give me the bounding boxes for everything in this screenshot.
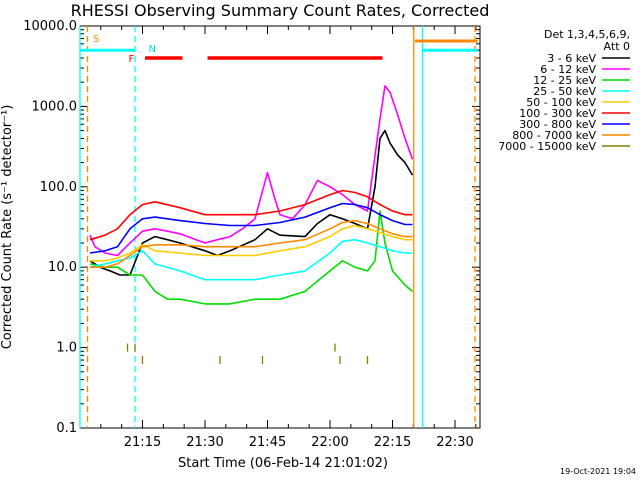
- y-tick-label: 1.0: [56, 341, 77, 356]
- legend-label: 12 - 25 keV: [533, 74, 596, 87]
- legend-label: 50 - 100 keV: [526, 96, 596, 109]
- series-line-7: [90, 219, 413, 268]
- x-tick-label: 22:15: [374, 435, 411, 450]
- annotation-n: N: [149, 44, 156, 55]
- legend-label: 25 - 50 keV: [533, 85, 596, 98]
- annotation-f: F: [129, 54, 135, 65]
- y-tick-label: 10.0: [48, 260, 77, 275]
- annotation-s: S: [93, 34, 99, 45]
- y-tick-label: 0.1: [56, 421, 77, 436]
- x-tick-label: 21:45: [249, 435, 286, 450]
- legend-label: 6 - 12 keV: [540, 63, 596, 76]
- vertical-markers: [79, 26, 476, 428]
- series-line-2: [89, 210, 414, 305]
- legend-label: 3 - 6 keV: [547, 52, 596, 65]
- y-tick-label: 1000.0: [32, 99, 78, 114]
- x-tick-label: 22:00: [311, 435, 348, 450]
- series-line-6: [89, 202, 413, 254]
- series-lines: [89, 85, 414, 365]
- annotations: S N F: [93, 34, 156, 65]
- series-line-1: [89, 85, 414, 257]
- legend-label: 300 - 800 keV: [519, 118, 596, 131]
- series-line-5: [89, 189, 413, 241]
- series-line-4: [90, 224, 413, 262]
- chart-title: RHESSI Observing Summary Count Rates, Co…: [71, 1, 490, 20]
- x-tick-label: 21:30: [186, 435, 223, 450]
- y-tick-label: 100.0: [40, 180, 77, 195]
- x-tick-label: 22:30: [436, 435, 473, 450]
- status-bars: [80, 39, 478, 60]
- legend-header: Det 1,3,4,5,6,9,: [544, 28, 630, 41]
- plot-border: [79, 25, 481, 429]
- footer-timestamp: 19-Oct-2021 19:04: [560, 467, 636, 476]
- x-axis: 21:15 21:30 21:45 22:00 22:15 22:30: [79, 26, 477, 450]
- legend-header: Att 0: [604, 40, 630, 53]
- y-axis-label: Corrected Count Rate (s⁻¹ detector⁻¹): [0, 105, 15, 350]
- legend-label: 800 - 7000 keV: [512, 129, 596, 142]
- x-axis-label: Start Time (06-Feb-14 21:01:02): [178, 456, 388, 471]
- legend-label: 7000 - 15000 keV: [498, 140, 596, 153]
- y-tick-label: 10000.0: [23, 19, 77, 34]
- series-line-3: [89, 238, 413, 281]
- series-line-0: [89, 129, 414, 276]
- y-axis: 0.1 1.0 10.0 100.0 1000.0 10000.0: [23, 19, 480, 436]
- x-tick-label: 21:15: [124, 435, 161, 450]
- legend-label: 100 - 300 keV: [519, 107, 596, 120]
- plot-area: [79, 25, 481, 429]
